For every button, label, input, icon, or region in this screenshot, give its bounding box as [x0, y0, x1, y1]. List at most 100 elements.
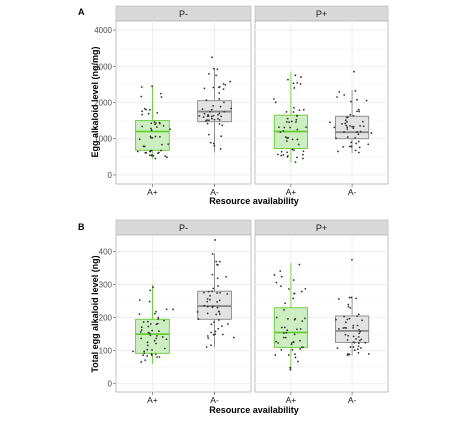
data-point: [216, 263, 218, 266]
data-point: [358, 328, 360, 331]
data-point: [153, 339, 156, 342]
data-point: [294, 161, 297, 164]
data-point: [159, 135, 161, 138]
data-point: [232, 336, 235, 339]
data-point: [218, 299, 221, 302]
boxplot-a-minus: [197, 56, 232, 153]
data-point: [219, 291, 221, 294]
data-point: [341, 122, 343, 125]
data-point: [354, 149, 357, 152]
data-point: [198, 114, 201, 117]
data-point: [163, 319, 165, 322]
data-point: [355, 142, 358, 145]
data-point: [220, 325, 223, 327]
data-point: [138, 138, 141, 141]
panel-b-facet-p-plus: P+ A+ A-: [254, 219, 389, 405]
outlier-point: [351, 258, 353, 261]
data-point: [293, 333, 296, 336]
data-point: [346, 339, 349, 341]
data-point: [217, 327, 220, 330]
data-point: [282, 332, 285, 335]
data-point: [217, 319, 220, 321]
data-point: [342, 145, 345, 148]
data-point: [361, 120, 364, 123]
panel-a-x-axis-label: Resource availability: [209, 196, 299, 206]
data-point: [288, 288, 290, 290]
data-point: [280, 326, 283, 329]
data-point: [208, 72, 210, 75]
data-point: [219, 105, 222, 108]
data-point: [349, 346, 352, 348]
data-point: [347, 334, 350, 337]
data-point: [212, 67, 215, 70]
data-point: [345, 116, 348, 119]
data-point: [275, 316, 278, 319]
data-point: [356, 98, 358, 101]
data-point: [152, 286, 154, 289]
data-point: [343, 131, 345, 133]
data-point: [298, 263, 301, 266]
data-point: [283, 308, 285, 311]
data-point: [291, 148, 294, 151]
panel-b-y-ticks: 0 100 200 300 400: [99, 248, 116, 389]
data-point: [212, 142, 215, 145]
y-tick-label: 200: [99, 314, 113, 323]
x-tick-label: A-: [348, 187, 357, 197]
data-point: [343, 315, 345, 318]
data-point: [282, 153, 285, 156]
data-point: [207, 119, 210, 122]
panel-a: A Egg alkaloid level (ng/mg) Resource av…: [78, 5, 389, 206]
data-point: [292, 279, 295, 281]
data-point: [148, 108, 151, 111]
data-point: [357, 140, 360, 143]
data-point: [293, 292, 296, 295]
data-point: [213, 321, 215, 324]
data-point: [297, 143, 300, 146]
facet-strip-label: P+: [316, 223, 327, 233]
data-point: [157, 318, 160, 320]
data-point: [285, 110, 288, 113]
data-point: [302, 346, 304, 349]
x-tick-label: A-: [210, 395, 219, 405]
data-point: [348, 296, 351, 299]
data-point: [154, 157, 157, 160]
data-point: [347, 303, 350, 306]
data-point: [138, 313, 141, 316]
data-point: [285, 331, 288, 334]
data-point: [296, 114, 299, 117]
data-point: [218, 98, 221, 100]
data-point: [294, 317, 297, 320]
data-point: [172, 308, 174, 311]
data-point: [342, 327, 345, 329]
data-point: [217, 117, 219, 120]
data-point: [349, 307, 352, 309]
data-point: [360, 347, 362, 349]
panel-a-label: A: [78, 7, 85, 17]
data-point: [203, 112, 206, 115]
data-point: [296, 138, 299, 141]
data-point: [165, 308, 168, 311]
data-point: [149, 136, 152, 139]
data-point: [336, 347, 339, 350]
data-point: [284, 136, 287, 138]
y-tick-label: 400: [99, 248, 113, 257]
data-point: [230, 107, 232, 110]
data-point: [299, 328, 302, 330]
data-point: [344, 122, 347, 125]
data-point: [167, 143, 170, 146]
data-point: [280, 150, 283, 153]
data-point: [216, 68, 219, 71]
data-point: [144, 151, 147, 154]
data-point: [140, 95, 143, 98]
data-point: [210, 323, 213, 326]
data-point: [365, 99, 368, 102]
data-point: [302, 150, 305, 153]
data-point: [344, 321, 347, 324]
data-point: [169, 128, 171, 131]
data-point: [278, 126, 280, 129]
data-point: [291, 138, 294, 141]
panel-b-x-axis-label: Resource availability: [209, 405, 299, 415]
data-point: [347, 353, 349, 355]
data-point: [292, 111, 295, 113]
data-point: [213, 144, 216, 147]
